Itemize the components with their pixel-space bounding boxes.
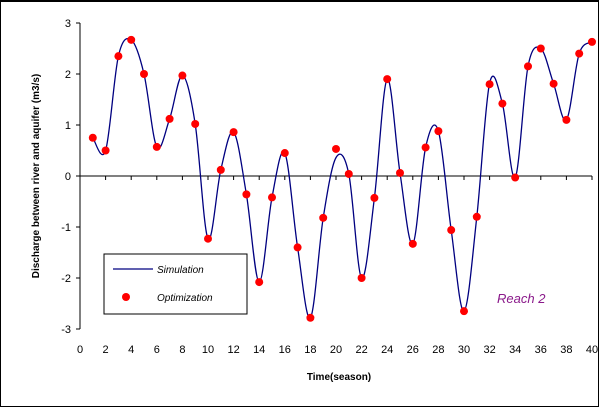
y-tick-label: 2 bbox=[65, 69, 71, 81]
optimization-point bbox=[140, 70, 148, 78]
x-tick-label: 18 bbox=[304, 344, 316, 356]
optimization-point bbox=[536, 44, 545, 53]
optimization-point bbox=[511, 173, 520, 182]
optimization-point bbox=[447, 226, 456, 235]
optimization-point bbox=[408, 239, 417, 248]
optimization-point bbox=[562, 115, 571, 124]
optimization-point bbox=[216, 165, 225, 174]
y-tick-label: 1 bbox=[65, 120, 71, 132]
x-tick-label: 34 bbox=[509, 344, 521, 356]
optimization-point bbox=[524, 62, 532, 71]
x-tick-label: 36 bbox=[535, 344, 547, 356]
optimization-point bbox=[152, 142, 161, 151]
optimization-point bbox=[549, 79, 558, 88]
optimization-point bbox=[114, 52, 123, 61]
x-tick-label: 30 bbox=[458, 344, 470, 356]
x-tick-label: 40 bbox=[586, 344, 598, 356]
optimization-point bbox=[460, 307, 468, 316]
x-tick-label: 0 bbox=[77, 344, 83, 356]
optimization-point bbox=[370, 193, 379, 202]
optimization-point bbox=[191, 119, 200, 128]
optimization-point bbox=[178, 71, 187, 80]
optimization-point bbox=[229, 128, 238, 137]
x-tick-label: 10 bbox=[202, 344, 214, 356]
axes bbox=[76, 22, 593, 330]
optimization-point bbox=[383, 75, 392, 84]
x-axis-label: Time(season) bbox=[307, 372, 371, 383]
optimization-point bbox=[101, 146, 110, 155]
x-tick-label: 38 bbox=[560, 344, 572, 356]
optimization-point bbox=[485, 80, 494, 89]
x-tick-label: 14 bbox=[253, 344, 265, 356]
x-tick-label: 26 bbox=[407, 344, 419, 356]
optimization-point bbox=[280, 149, 289, 158]
optimization-point bbox=[357, 274, 366, 282]
y-tick-label: -2 bbox=[61, 273, 71, 285]
legend-optimization-label: Optimization bbox=[157, 293, 213, 304]
optimization-point bbox=[268, 193, 276, 202]
y-axis-label: Discharge between river and aquifer (m3/… bbox=[31, 74, 42, 279]
reach-annotation: Reach 2 bbox=[497, 291, 546, 306]
optimization-point bbox=[396, 168, 404, 177]
optimization-point bbox=[319, 213, 328, 222]
legend-optimization-swatch bbox=[122, 293, 130, 301]
optimization-point bbox=[575, 49, 584, 58]
y-tick-label: 3 bbox=[65, 18, 71, 30]
optimization-point bbox=[344, 169, 353, 178]
optimization-point bbox=[293, 243, 302, 252]
optimization-point bbox=[165, 114, 174, 123]
x-tick-label: 28 bbox=[432, 344, 444, 356]
optimization-point bbox=[127, 35, 136, 44]
optimization-point bbox=[434, 127, 443, 136]
legend-box bbox=[103, 253, 248, 315]
x-tick-label: 20 bbox=[330, 344, 342, 356]
optimization-point bbox=[332, 144, 340, 153]
y-tick-label: -3 bbox=[61, 324, 71, 336]
x-tick-label: 24 bbox=[381, 344, 393, 356]
legend-simulation-label: Simulation bbox=[157, 265, 204, 276]
optimization-point bbox=[88, 133, 97, 142]
optimization-point bbox=[588, 37, 596, 46]
optimization-point bbox=[204, 234, 212, 243]
x-tick-label: 4 bbox=[128, 344, 134, 356]
y-tick-label: 0 bbox=[65, 171, 71, 183]
x-tick-label: 22 bbox=[355, 344, 367, 356]
x-tick-label: 16 bbox=[279, 344, 291, 356]
optimization-point bbox=[306, 313, 315, 322]
optimization-point bbox=[255, 278, 264, 287]
optimization-point bbox=[421, 143, 430, 152]
optimization-point bbox=[472, 212, 481, 221]
x-tick-label: 2 bbox=[103, 344, 109, 356]
optimization-point bbox=[242, 190, 251, 199]
x-tick-label: 12 bbox=[227, 344, 239, 356]
x-tick-label: 6 bbox=[154, 344, 160, 356]
x-tick-label: 32 bbox=[483, 344, 495, 356]
x-tick-label: 8 bbox=[179, 344, 185, 356]
y-tick-label: -1 bbox=[61, 222, 71, 234]
legend: Simulation Optimization bbox=[103, 253, 248, 315]
optimization-point bbox=[498, 99, 507, 108]
optimization-series bbox=[88, 35, 596, 322]
